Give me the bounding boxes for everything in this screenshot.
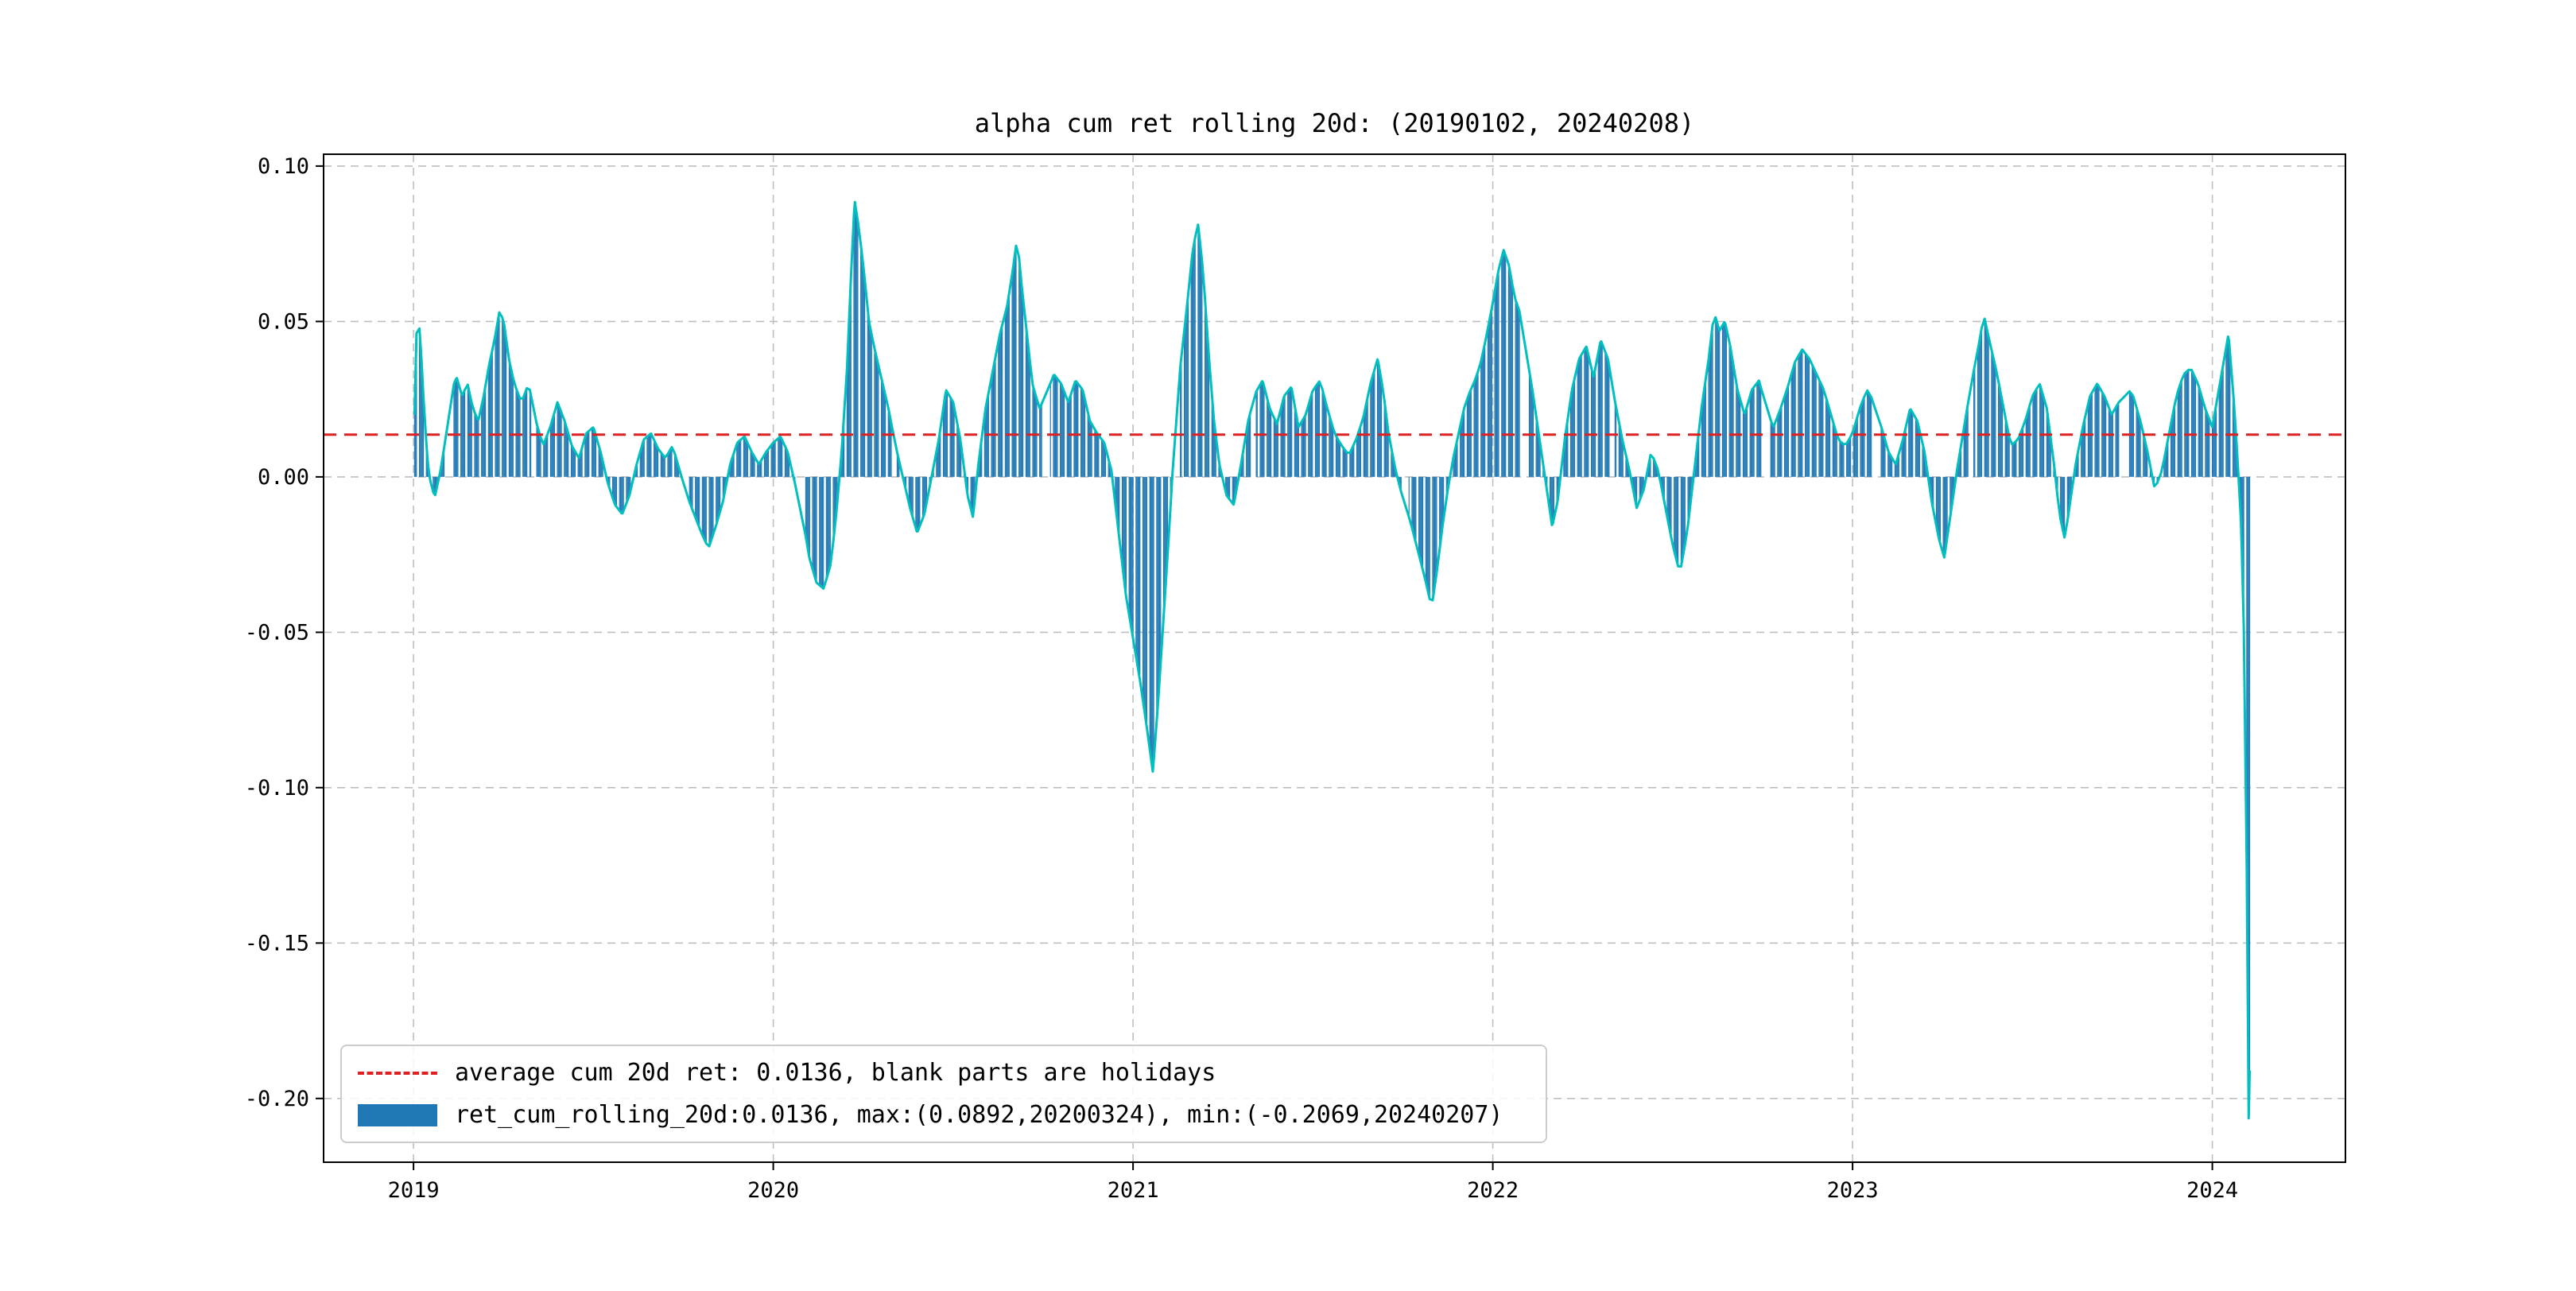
legend-label-series: ret_cum_rolling_20d:0.0136, max:(0.0892,… (455, 1101, 1503, 1129)
x-tick-label: 2021 (1108, 1178, 1159, 1203)
x-tick-label: 2024 (2186, 1178, 2238, 1203)
legend: average cum 20d ret: 0.0136, blank parts… (340, 1045, 1547, 1143)
dashed-line-swatch (358, 1071, 437, 1075)
y-tick-label: 0.00 (258, 465, 309, 490)
bar-swatch (358, 1103, 437, 1126)
y-tick-label: 0.05 (258, 309, 309, 334)
x-tick-label: 2023 (1827, 1178, 1879, 1203)
y-tick-label: -0.10 (245, 776, 309, 801)
y-tick-label: -0.20 (245, 1087, 309, 1111)
legend-item-average: average cum 20d ret: 0.0136, blank parts… (358, 1059, 1530, 1087)
y-tick-label: -0.05 (245, 620, 309, 645)
x-tick-label: 2020 (747, 1178, 799, 1203)
return-line (413, 200, 2252, 1120)
legend-label-average: average cum 20d ret: 0.0136, blank parts… (455, 1059, 1216, 1087)
y-tick-label: 0.10 (258, 154, 309, 179)
x-tick-label: 2022 (1467, 1178, 1519, 1203)
x-tick-label: 2019 (388, 1178, 440, 1203)
return-bars (413, 202, 2251, 1118)
chart-title: alpha cum ret rolling 20d: (20190102, 20… (974, 108, 1695, 138)
y-tick-label: -0.15 (245, 931, 309, 956)
plot-border (323, 153, 2346, 1163)
legend-item-series: ret_cum_rolling_20d:0.0136, max:(0.0892,… (358, 1101, 1530, 1129)
